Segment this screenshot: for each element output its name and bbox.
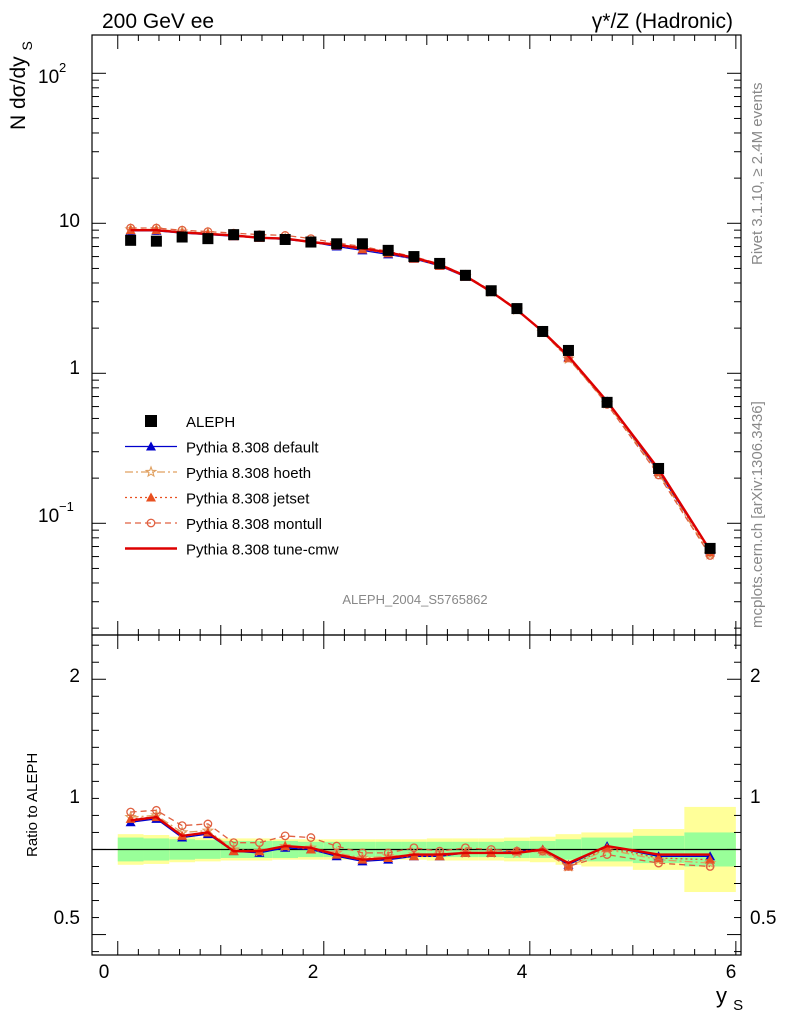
ratio-ytick-label-right-2: 2 bbox=[750, 666, 761, 687]
xtick-label-2: 2 bbox=[308, 962, 319, 983]
mcplots-text: mcplots.cern.ch [arXiv:1306.3436] bbox=[749, 401, 766, 628]
ratio-series-point bbox=[705, 862, 715, 871]
main-ylabel-main: N dσ/dy bbox=[7, 56, 30, 130]
data-point bbox=[511, 303, 523, 315]
data-point bbox=[537, 325, 549, 337]
xtick-label-0: 0 bbox=[99, 962, 110, 983]
legend-marker bbox=[146, 441, 156, 451]
ratio-ytick-label-right-0.5: 0.5 bbox=[750, 908, 776, 929]
legend-label: Pythia 8.308 jetset bbox=[186, 491, 310, 508]
ratio-series-point bbox=[563, 861, 574, 871]
ratio-series-point bbox=[602, 850, 612, 859]
ratio-series-point bbox=[461, 843, 470, 853]
data-point bbox=[331, 238, 343, 250]
data-point bbox=[125, 234, 137, 246]
data-point bbox=[202, 233, 214, 245]
legend-label: Pythia 8.308 tune-cmw bbox=[186, 542, 339, 559]
ratio-series-point bbox=[409, 843, 419, 853]
data-point bbox=[382, 244, 394, 256]
ratio-series-point bbox=[280, 831, 290, 841]
main-plot-marks bbox=[124, 222, 717, 560]
xlabel-sub: S bbox=[733, 997, 743, 1014]
ratio-ylabel: Ratio to ALEPH bbox=[24, 753, 41, 857]
main-ytick-label-1: 1 bbox=[69, 358, 80, 379]
rivet-version-text: Rivet 3.1.10, ≥ 2.4M events bbox=[749, 83, 766, 266]
data-point bbox=[305, 236, 317, 248]
main-ylabel: N dσ/dy S bbox=[7, 41, 35, 130]
legend: ALEPH Pythia 8.308 default Pythia 8.308 ho… bbox=[125, 414, 339, 559]
series-point bbox=[126, 223, 136, 233]
main-ytick-label-0.1-exp: −1 bbox=[59, 499, 74, 514]
legend-label: Pythia 8.308 hoeth bbox=[186, 465, 311, 482]
xtick-label-4: 4 bbox=[517, 962, 528, 983]
ratio-series-point bbox=[177, 821, 187, 831]
main-ytick-label-100-exp: 2 bbox=[59, 60, 66, 75]
legend-marker bbox=[145, 415, 157, 427]
ratio-series-point bbox=[654, 858, 663, 868]
main-ylabel-sub: S bbox=[19, 41, 35, 50]
xlabel-main: y bbox=[716, 983, 727, 1008]
ratio-series-line bbox=[130, 809, 711, 868]
ratio-series-point bbox=[512, 846, 522, 856]
ratio-series-point bbox=[203, 819, 213, 829]
legend-label: Pythia 8.308 default bbox=[186, 440, 319, 457]
data-point bbox=[253, 230, 265, 242]
ratio-series-point bbox=[126, 807, 136, 817]
data-point bbox=[601, 396, 613, 408]
ratio-ytick-label-right-1: 1 bbox=[750, 787, 761, 808]
main-plot: 10 2 10 1 10 −1 N dσ/dy S ALEPH_2004_S57… bbox=[7, 34, 742, 636]
main-ytick-label-10: 10 bbox=[59, 211, 80, 232]
ratio-ytick-label-0.5: 0.5 bbox=[54, 908, 80, 929]
ratio-plot-ticks bbox=[92, 635, 741, 955]
data-point bbox=[653, 462, 665, 474]
data-point bbox=[562, 344, 574, 356]
ratio-series-point bbox=[383, 848, 393, 858]
legend-marker bbox=[144, 465, 158, 478]
data-point bbox=[228, 229, 240, 241]
legend-label: Pythia 8.308 montull bbox=[186, 516, 322, 533]
series-point bbox=[151, 223, 161, 233]
data-point bbox=[176, 231, 188, 243]
ratio-series-point bbox=[705, 854, 716, 864]
data-point bbox=[279, 233, 291, 245]
data-point bbox=[356, 238, 368, 250]
data-point bbox=[408, 251, 420, 263]
header-left-title: 200 GeV ee bbox=[102, 10, 214, 33]
data-point bbox=[704, 542, 716, 554]
ratio-ytick-label-2: 2 bbox=[69, 666, 80, 687]
ratio-series-point bbox=[229, 838, 239, 848]
analysis-id: ALEPH_2004_S5765862 bbox=[342, 592, 487, 607]
ratio-plot-frame bbox=[91, 634, 742, 956]
svg-text:N dσ/dy S: N dσ/dy S bbox=[7, 41, 35, 130]
data-point bbox=[434, 257, 446, 269]
xlabel: y S bbox=[716, 983, 743, 1014]
data-point bbox=[459, 269, 471, 281]
header-right-title: γ*/Z (Hadronic) bbox=[592, 10, 733, 33]
ratio-series-point bbox=[255, 838, 264, 848]
main-ytick-label-0.1-base: 10 bbox=[38, 506, 59, 527]
legend-label: ALEPH bbox=[186, 414, 235, 431]
ratio-plot-marks bbox=[92, 805, 741, 893]
data-point bbox=[485, 285, 497, 297]
ratio-ytick-label-1: 1 bbox=[69, 787, 80, 808]
ratio-series-point bbox=[332, 841, 342, 851]
ratio-series-point bbox=[358, 848, 367, 858]
ratio-series-point bbox=[151, 805, 161, 815]
ratio-plot: 0.5 1 2 0.5 1 2 Ratio to ALEPH 0 2 4 6 y… bbox=[24, 634, 776, 1014]
ratio-series-line bbox=[130, 815, 711, 865]
data-point bbox=[150, 235, 162, 247]
legend-marker bbox=[146, 518, 156, 528]
ratio-series-point bbox=[306, 833, 316, 842]
legend-marker bbox=[146, 492, 156, 502]
main-plot-ticks bbox=[92, 35, 741, 635]
main-ytick-label-100-base: 10 bbox=[38, 67, 59, 88]
xtick-label-6: 6 bbox=[726, 962, 737, 983]
